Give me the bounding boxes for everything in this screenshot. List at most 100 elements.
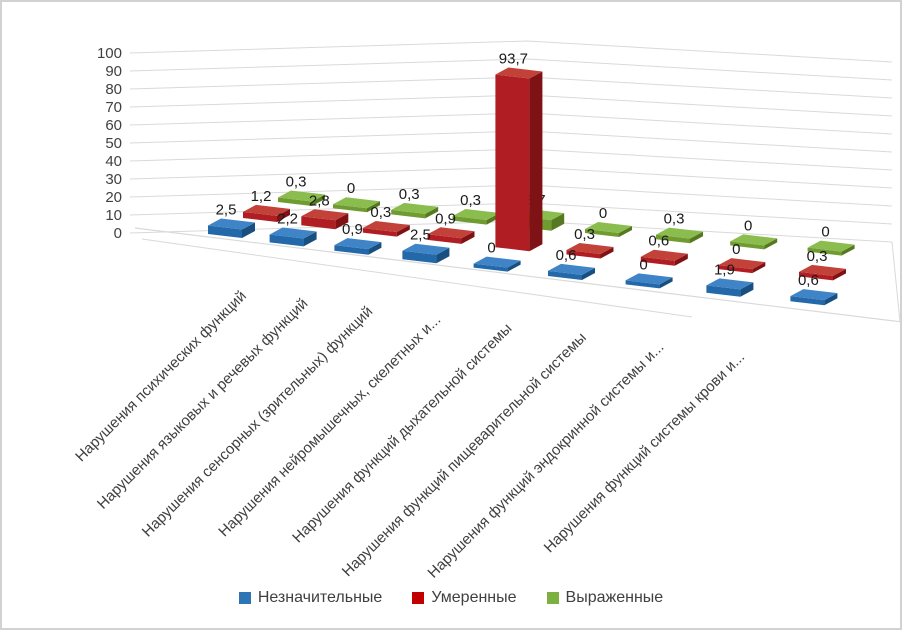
bar-Умеренные-cat8 — [718, 258, 766, 274]
bar-Незначительные-cat9 — [790, 289, 838, 306]
bar-side-face — [600, 246, 614, 259]
data-label: 0,9 — [342, 221, 363, 238]
bar-side-face — [507, 260, 521, 272]
data-label: 0,3 — [574, 226, 595, 243]
value-axis-tick-label: 20 — [105, 189, 122, 206]
value-axis-tick-label: 90 — [105, 63, 122, 80]
floor-bottom-edge — [141, 238, 693, 318]
bar-side-face — [335, 213, 349, 230]
bar-top-face — [362, 221, 410, 233]
bar-front-face — [625, 280, 660, 289]
bar-top-face — [585, 222, 632, 233]
bar-Незначительные-cat1 — [208, 218, 255, 238]
bar-front-face — [718, 265, 753, 274]
bar-side-face — [368, 242, 382, 255]
bar-Незначительные-cat8 — [706, 278, 754, 297]
bar-Выраженные-cat8 — [730, 234, 778, 250]
bar-side-face — [619, 226, 632, 237]
bar-Выраженные-cat1 — [278, 190, 325, 206]
bar-front-face — [473, 263, 508, 272]
bar-front-face — [548, 270, 582, 280]
bar-Умеренные-cat5 — [495, 67, 543, 252]
data-label: 0,6 — [556, 247, 577, 264]
bar-top-face — [301, 209, 349, 221]
bar-front-face — [334, 245, 369, 255]
bar-Умеренные-cat9 — [799, 264, 846, 281]
data-label: 2,2 — [277, 210, 298, 227]
bar-front-face — [799, 271, 833, 281]
bar-front-face — [333, 204, 367, 213]
bar-top-face — [566, 242, 614, 254]
data-label: 1,2 — [251, 188, 272, 205]
bar-front-face — [427, 234, 462, 244]
category-axis-label: Нарушения функций системы крови и... — [541, 349, 749, 557]
data-label: 1,9 — [714, 261, 735, 278]
bar-top-face — [473, 256, 521, 268]
value-axis-tick-label: 40 — [105, 153, 122, 170]
bar-front-face — [208, 225, 242, 238]
bar3d-chart: 01020304050607080901000,300,30,33,700,30… — [72, 40, 900, 582]
bar-top-face — [402, 243, 450, 255]
bar-front-face — [790, 296, 825, 306]
bar-side-face — [529, 71, 543, 252]
bar-side-face — [312, 194, 325, 206]
bar-side-face — [752, 262, 766, 274]
value-axis-tick-label: 30 — [105, 171, 122, 188]
bar-Незначительные-cat2 — [269, 227, 317, 247]
data-label: 93,7 — [499, 51, 528, 68]
bar-front-face — [278, 197, 312, 206]
legend-swatch-blue — [238, 592, 251, 604]
bar-Умеренные-cat4 — [427, 227, 475, 244]
bar-top-face — [333, 197, 380, 209]
data-label: 0,3 — [399, 186, 420, 203]
bar-front-face — [362, 228, 397, 237]
bar-front-face — [243, 211, 277, 222]
bar-top-face — [452, 209, 500, 221]
bar-side-face — [242, 222, 255, 238]
bar-side-face — [277, 208, 290, 222]
bar-top-face — [656, 227, 703, 239]
value-axis-tick-label: 60 — [105, 117, 122, 134]
bar-side-face — [582, 267, 595, 280]
data-label: 2,8 — [309, 192, 330, 209]
bar-side-face — [461, 231, 475, 244]
value-axis-tick-label: 0 — [114, 225, 122, 242]
legend-swatch-red — [412, 592, 425, 604]
bar-Умеренные-cat2 — [301, 209, 349, 230]
bar-front-face — [807, 247, 842, 256]
bar-front-face — [566, 249, 601, 259]
bar-top-face — [790, 289, 838, 301]
legend-swatch-green — [546, 592, 559, 604]
data-label: 0 — [487, 240, 495, 257]
data-label: 0,3 — [460, 192, 481, 209]
bar-side-face — [659, 277, 673, 289]
bar-side-face — [396, 225, 410, 237]
floor-front-edge — [134, 227, 900, 323]
bar-front-face — [402, 250, 437, 264]
legend-item-vyrazhennye: Выраженные — [546, 590, 663, 606]
bar-side-face — [740, 282, 754, 297]
bar-top-face — [548, 263, 595, 275]
bar-Незначительные-cat6 — [548, 263, 595, 280]
legend: Незначительные Умеренные Выраженные — [2, 590, 900, 606]
bar-top-face — [799, 264, 846, 276]
legend-item-umerennye: Умеренные — [412, 589, 517, 606]
wall-right-edge — [891, 241, 900, 322]
bar-side-face — [674, 253, 688, 266]
data-label: 0,3 — [664, 211, 685, 228]
bar-top-face — [625, 273, 673, 285]
data-label: 0 — [639, 256, 647, 273]
data-label: 0,3 — [807, 248, 828, 265]
bar-front-face — [730, 241, 765, 250]
bar-Выраженные-cat7 — [656, 227, 703, 244]
bar-Выраженные-cat2 — [333, 197, 380, 213]
bar-Незначительные-cat4 — [402, 243, 450, 264]
bar-top-face — [495, 67, 543, 79]
bar-Выраженные-cat3 — [391, 202, 439, 219]
data-label: 2,5 — [216, 202, 237, 219]
legend-label: Умеренные — [431, 589, 517, 606]
bar-top-face — [269, 227, 317, 239]
